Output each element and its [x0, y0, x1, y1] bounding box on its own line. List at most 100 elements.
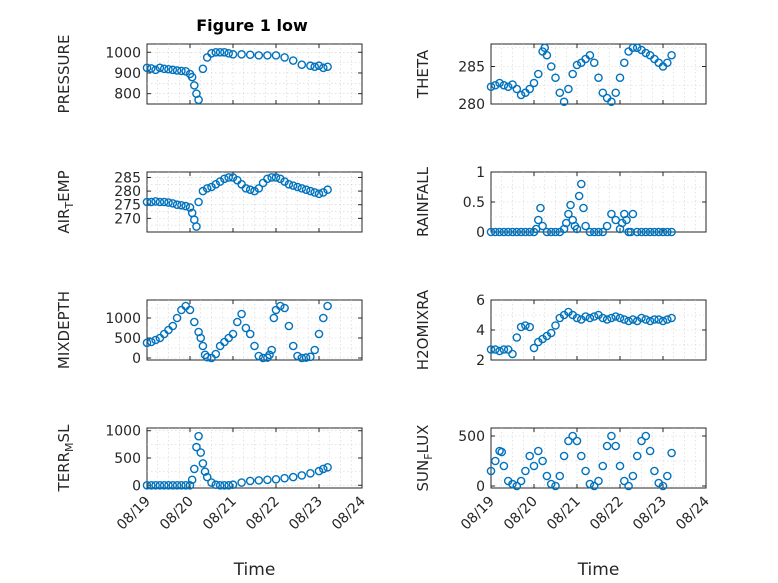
- data-point: [142, 338, 152, 348]
- data-point: [546, 62, 556, 71]
- data-point: [267, 173, 277, 182]
- data-point: [155, 63, 165, 73]
- x-tick-label: 08/24: [329, 493, 369, 533]
- data-point: [288, 56, 298, 65]
- data-point: [198, 459, 208, 468]
- data-point: [200, 467, 210, 476]
- subplot-rainfall: 0 0.5 1 RAINFALL: [414, 165, 707, 241]
- data-point: [529, 461, 539, 471]
- data-point: [250, 186, 259, 196]
- y-tick-label: 0: [476, 225, 485, 241]
- data-point: [585, 479, 595, 489]
- data-point: [490, 456, 500, 466]
- data-point: [185, 203, 195, 212]
- data-point: [568, 431, 578, 441]
- data-point: [628, 315, 638, 324]
- data-point: [245, 185, 255, 195]
- data-point: [288, 341, 298, 351]
- data-point: [572, 224, 582, 234]
- data-point: [585, 50, 595, 60]
- data-point: [306, 468, 315, 478]
- data-point: [254, 476, 264, 485]
- data-point: [521, 227, 530, 237]
- data-point: [516, 476, 526, 486]
- data-point: [529, 78, 539, 88]
- data-point: [512, 84, 522, 94]
- x-tick-label: 08/20: [501, 494, 541, 534]
- data-point: [159, 480, 169, 490]
- data-point: [164, 480, 173, 490]
- data-point: [667, 50, 676, 60]
- data-point: [615, 73, 625, 83]
- data-point: [486, 345, 496, 354]
- data-point: [314, 61, 324, 71]
- data-point: [177, 66, 186, 76]
- data-point: [607, 431, 616, 441]
- data-point: [525, 451, 535, 461]
- subplot-theta: 280 285 THETA: [414, 43, 707, 113]
- data-point: [228, 480, 238, 490]
- data-point: [512, 227, 522, 237]
- data-point: [220, 174, 229, 184]
- data-point: [215, 47, 225, 57]
- y-axis-label: THETA: [414, 49, 432, 99]
- data-point: [611, 88, 621, 98]
- data-point: [280, 53, 289, 62]
- data-point: [323, 185, 332, 195]
- y-tick-label: 280: [458, 97, 485, 113]
- data-point: [228, 173, 238, 182]
- data-point: [607, 209, 616, 219]
- data-point: [508, 227, 517, 237]
- data-point: [521, 466, 530, 476]
- data-point: [667, 227, 676, 237]
- data-point: [551, 227, 560, 237]
- data-point: [540, 43, 550, 53]
- data-point: [198, 64, 208, 74]
- data-point: [271, 173, 281, 182]
- data-point: [624, 316, 633, 326]
- data-point: [566, 200, 575, 210]
- data-point: [594, 73, 603, 83]
- data-point: [495, 346, 504, 356]
- data-point: [267, 345, 277, 355]
- data-point: [232, 317, 242, 327]
- data-point: [572, 436, 582, 446]
- data-point: [611, 441, 621, 451]
- data-point: [628, 471, 638, 481]
- y-tick-label: 0: [132, 351, 141, 367]
- data-point: [241, 323, 251, 333]
- data-point: [194, 95, 203, 105]
- data-point: [207, 182, 216, 192]
- data-point: [645, 316, 655, 326]
- data-point: [164, 198, 173, 207]
- data-point: [611, 312, 621, 321]
- data-point: [293, 182, 302, 192]
- data-point: [503, 227, 513, 237]
- data-point: [663, 471, 672, 481]
- data-point: [245, 476, 255, 486]
- data-point: [280, 303, 289, 313]
- data-point: [168, 321, 178, 331]
- data-point: [159, 197, 169, 207]
- data-point: [297, 60, 307, 69]
- x-tick-label: 08/22: [243, 494, 283, 534]
- y-axis-label: H2OMIXRA: [414, 289, 432, 370]
- data-point: [187, 72, 197, 82]
- data-point: [626, 227, 636, 237]
- x-tick-label: 08/22: [587, 494, 627, 534]
- data-point: [220, 47, 229, 57]
- data-point: [667, 313, 676, 323]
- data-point: [323, 301, 332, 311]
- y-axis-label: TERRMSL: [55, 424, 76, 493]
- data-point: [177, 200, 186, 210]
- data-point: [632, 451, 642, 461]
- data-point: [641, 315, 651, 324]
- data-point: [645, 446, 655, 456]
- data-point: [189, 317, 199, 327]
- y-tick-label: 1000: [105, 311, 141, 327]
- data-point: [228, 329, 238, 339]
- data-point: [486, 227, 496, 237]
- data-point: [146, 337, 156, 347]
- data-point: [263, 174, 272, 184]
- data-point: [654, 227, 664, 237]
